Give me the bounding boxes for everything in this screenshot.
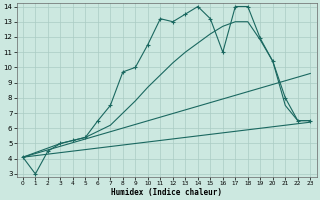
X-axis label: Humidex (Indice chaleur): Humidex (Indice chaleur) bbox=[111, 188, 222, 197]
